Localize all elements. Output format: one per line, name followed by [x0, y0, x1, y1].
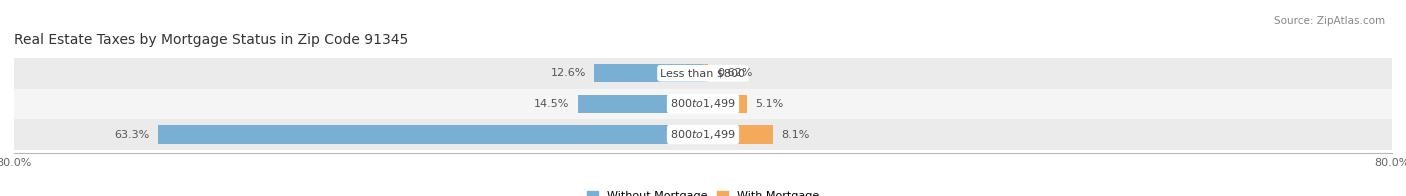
Text: $800 to $1,499: $800 to $1,499 [671, 128, 735, 141]
Bar [14, 89, 1392, 119]
Bar [703, 95, 747, 113]
Bar [14, 58, 1392, 89]
Text: 0.62%: 0.62% [717, 68, 752, 78]
Text: 63.3%: 63.3% [114, 130, 149, 140]
Bar [14, 119, 1392, 150]
Text: $800 to $1,499: $800 to $1,499 [671, 97, 735, 110]
Text: Source: ZipAtlas.com: Source: ZipAtlas.com [1274, 16, 1385, 26]
Text: 12.6%: 12.6% [551, 68, 586, 78]
Text: Less than $800: Less than $800 [661, 68, 745, 78]
Text: 14.5%: 14.5% [534, 99, 569, 109]
Text: 8.1%: 8.1% [782, 130, 810, 140]
Bar [157, 125, 703, 144]
Bar [703, 125, 773, 144]
Bar [595, 64, 703, 83]
Bar [578, 95, 703, 113]
Bar [703, 64, 709, 83]
Legend: Without Mortgage, With Mortgage: Without Mortgage, With Mortgage [588, 191, 818, 196]
Text: Real Estate Taxes by Mortgage Status in Zip Code 91345: Real Estate Taxes by Mortgage Status in … [14, 33, 408, 47]
Text: 5.1%: 5.1% [755, 99, 783, 109]
